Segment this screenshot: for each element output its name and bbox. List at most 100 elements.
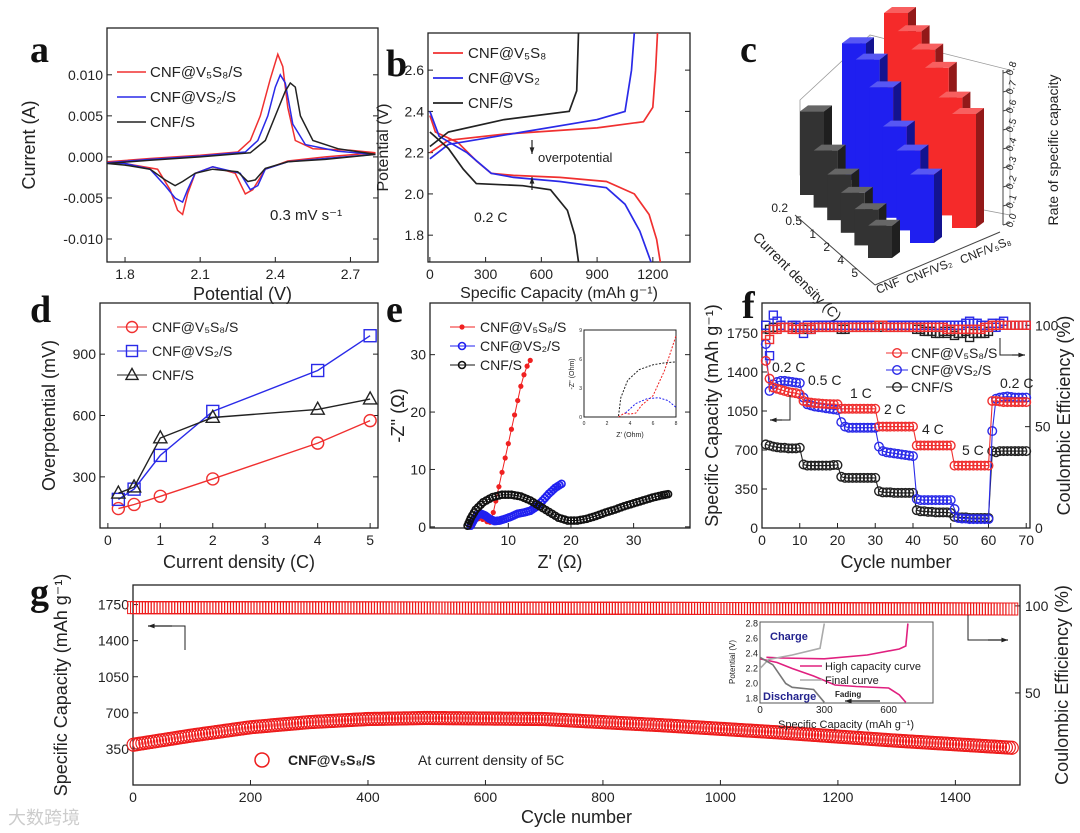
capacity-point: [809, 460, 820, 471]
inset-y-tick-label: 6: [579, 357, 582, 363]
inset-y-tick-label: 2.2: [745, 664, 758, 674]
data-point: [502, 455, 508, 461]
capacity-point: [900, 450, 911, 461]
data-point: [309, 400, 326, 415]
cv-curve-2: [107, 81, 376, 187]
y2-axis-label: Coulombic Efficiency (%): [1052, 585, 1072, 785]
capacity-point: [420, 710, 435, 726]
data-point: [206, 472, 220, 486]
inset-x-label: Z' (Ohm): [616, 432, 643, 439]
discharge-curve-2: [429, 131, 580, 263]
x-tick-label: 2.4: [266, 266, 286, 282]
capacity-point: [817, 460, 828, 471]
capacity-line-2: [765, 443, 1027, 519]
capacity-point: [862, 472, 873, 483]
legend-label: CNF@V₅S₈/S: [150, 64, 243, 81]
data-point: [518, 383, 524, 389]
plot-frame: [761, 302, 1031, 529]
inset-y-tick-label: 2.8: [745, 619, 758, 629]
y-tick-label: 0.000: [68, 149, 103, 165]
data-point: [363, 413, 377, 428]
bar-top: [952, 108, 984, 114]
capacity-point: [768, 441, 779, 452]
x-tick-label: 300: [474, 266, 498, 282]
capacity-point: [877, 487, 888, 498]
left-axis-arrow-head: [770, 417, 777, 423]
x-tick-label: 1400: [940, 789, 971, 805]
x-tick-label: 900: [585, 266, 609, 282]
capacity-point: [964, 460, 975, 471]
capacity-point: [941, 495, 952, 506]
capacity-point: [1021, 446, 1032, 457]
capacity-point: [525, 711, 541, 727]
capacity-point: [772, 442, 783, 453]
capacity-point: [994, 396, 1005, 407]
y-tick-label: 1400: [98, 633, 129, 649]
x-tick-label: 0: [426, 266, 434, 282]
legend-marker: [124, 366, 140, 381]
data-point: [521, 372, 527, 378]
charge-curve-0: [429, 32, 659, 154]
x-axis-label: Current density (C): [163, 552, 315, 572]
capacity-point: [957, 513, 968, 524]
capacity-point: [930, 495, 941, 506]
bar-top: [882, 120, 915, 127]
capacity-point: [862, 403, 873, 414]
capacity-point: [794, 442, 805, 453]
bar-top: [869, 81, 902, 88]
capacity-point: [919, 506, 930, 517]
y-axis-label: Potential (V): [375, 103, 392, 191]
y-tick-label: 700: [735, 442, 759, 458]
capacity-point: [493, 711, 508, 726]
inset-x-tick-label: 4: [629, 421, 632, 427]
capacity-point: [502, 711, 517, 726]
z-tick: [1002, 89, 1011, 93]
x-tick-label: 0: [104, 532, 112, 548]
bar-top: [884, 7, 916, 13]
capacity-point: [945, 440, 956, 451]
x-tick-label: 5: [366, 532, 374, 548]
y-axis-label: Current (A): [19, 100, 39, 189]
capacity-point: [983, 514, 994, 525]
data-point: [363, 329, 377, 343]
category-axis-label: Current density (C): [750, 229, 845, 324]
capacity-point: [522, 711, 538, 726]
rate-label: 0.2 C: [474, 209, 507, 225]
bar-top: [910, 168, 942, 175]
y-tick-label: 0: [418, 519, 426, 535]
capacity-point: [892, 448, 903, 459]
x-tick-label: 600: [474, 789, 498, 805]
z-tick-label: 0.0: [1004, 212, 1019, 229]
x-tick-label: 20: [830, 532, 846, 548]
capacity-point: [892, 487, 903, 498]
x-tick-label: 1.8: [115, 266, 135, 282]
bar-top: [868, 219, 900, 226]
capacity-point: [855, 472, 866, 483]
z-tick: [1002, 127, 1011, 131]
legend-label: CNF/S: [468, 95, 513, 112]
capacity-point: [904, 450, 915, 461]
legend-marker: [892, 365, 903, 376]
capacity-point: [945, 495, 956, 506]
y-tick-label: 1.8: [405, 227, 425, 243]
data-point: [204, 408, 221, 424]
efficiency-point: [1021, 320, 1031, 330]
capacity-point: [1002, 446, 1013, 457]
inset-y-tick-label: 2.6: [745, 634, 758, 644]
legend-label: CNF/S: [480, 357, 522, 373]
cv-curve-1: [107, 73, 376, 204]
z-tick: [1002, 108, 1011, 112]
bar-top: [842, 37, 874, 44]
data-point: [508, 426, 515, 432]
data-point: [111, 501, 126, 516]
overpotential-line-2: [118, 398, 371, 494]
capacity-point: [987, 395, 998, 406]
capacity-point: [960, 460, 971, 471]
inset-discharge-1: [759, 656, 825, 703]
data-point: [153, 489, 168, 503]
capacity-point: [968, 460, 979, 471]
z-tick: [1002, 222, 1011, 226]
capacity-point: [987, 426, 998, 437]
capacity-point: [431, 710, 447, 726]
series-label: CNF: [874, 275, 902, 297]
